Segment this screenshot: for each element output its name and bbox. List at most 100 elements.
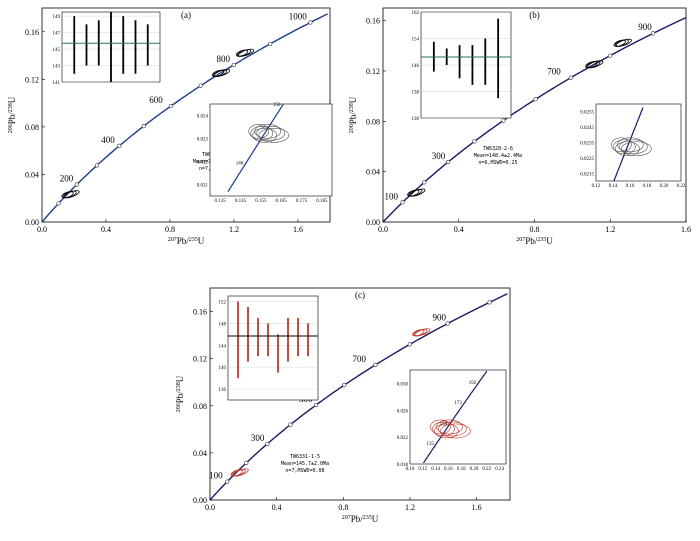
inset-bar-tick-label: 149 xyxy=(53,15,61,20)
concordia-age-marker xyxy=(231,62,236,68)
data-ellipse xyxy=(407,189,420,197)
data-ellipse xyxy=(211,69,225,77)
inset-ellipse-x-tick: 0.12 xyxy=(592,184,601,189)
inset-age-label: 135 xyxy=(427,442,435,447)
data-ellipse xyxy=(230,469,243,477)
y-tick-label: 0.04 xyxy=(366,168,380,177)
y-tick-label: 0.08 xyxy=(193,402,207,411)
inset-ellipse-y-tick: 0.018 xyxy=(397,463,409,468)
inset-ellipse-x-tick: 0.24 xyxy=(495,467,504,472)
data-ellipse xyxy=(237,49,252,57)
inset-data-ellipse xyxy=(436,419,463,435)
x-tick-label: 1.2 xyxy=(605,225,615,234)
inset-ellipse-frame xyxy=(409,369,507,465)
inset-ellipse-y-tick: 0.0255 xyxy=(580,111,594,116)
data-ellipse xyxy=(231,468,246,477)
sample-annotation: TW6331-1-5 xyxy=(290,454,320,460)
inset-ellipse-y-tick: 0.022 xyxy=(197,161,209,166)
y-tick-label: 0.08 xyxy=(25,123,39,132)
inset-bar-frame xyxy=(227,295,319,401)
y-tick-label: 0.16 xyxy=(25,28,39,37)
data-ellipse xyxy=(587,60,604,69)
inset-data-ellipse xyxy=(615,141,640,157)
inset-data-ellipse xyxy=(430,419,451,435)
inset-concordia xyxy=(613,107,644,182)
concordia-age-marker xyxy=(400,200,405,205)
inset-ellipse-x-tick: 0.16 xyxy=(444,467,453,472)
concordia-age-marker xyxy=(501,118,506,123)
y-tick-label: 0.00 xyxy=(366,218,380,227)
concordia-age-label: 400 xyxy=(101,135,115,145)
y-tick-label: 0.04 xyxy=(193,449,207,458)
inset-bar-tick-label: 136 xyxy=(219,388,227,393)
y-axis-label: 206Pb/238U xyxy=(348,96,358,133)
panel-b: 0.0 0.4 0.8 1.2 1.6 0.00 0.04 0.08 0.12 0.16 207Pb… xyxy=(348,7,691,246)
y-tick-label: 0.08 xyxy=(366,117,380,126)
inset-bar-tick-label: 138 xyxy=(412,91,420,96)
concordia-age-marker xyxy=(265,441,270,446)
inset-bar-tick-label: 144 xyxy=(219,344,227,349)
x-tick-label: 1.6 xyxy=(293,225,303,234)
inset-ellipse-x-tick: 0.145 xyxy=(235,199,247,204)
x-axis-label: 207Pb/235U xyxy=(168,236,205,246)
panel-label: (b) xyxy=(529,10,540,20)
y-tick-label: 0.00 xyxy=(193,496,207,505)
panel-label: (c) xyxy=(355,290,365,300)
inset-ellipse-x-tick: 0.20 xyxy=(660,184,669,189)
x-tick-label: 0.0 xyxy=(378,225,388,234)
concordia-age-marker xyxy=(445,321,450,326)
inset-ellipse-y-tick: 0.0225 xyxy=(580,157,594,162)
concordia-age-marker xyxy=(244,460,249,465)
inset-bar-tick-label: 146 xyxy=(412,64,420,69)
inset-ellipse-y-tick: 0.0245 xyxy=(580,126,594,131)
panel-c: 0.0 0.4 0.8 1.2 1.6 0.00 0.04 0.08 0.12 0.16 207Pb… xyxy=(175,287,511,524)
concordia-age-label: 300 xyxy=(251,433,265,443)
sample-annotation: Mean=148.4±2.4Ma xyxy=(474,153,522,159)
x-tick-label: 0.0 xyxy=(37,225,47,234)
concordia-age-marker xyxy=(487,300,492,305)
inset-ellipse-x-tick: 0.165 xyxy=(276,199,288,204)
inset-age-label: 153 xyxy=(440,423,448,428)
x-tick-label: 1.6 xyxy=(681,225,691,234)
concordia-age-marker xyxy=(342,383,347,388)
inset-bar-tick-label: 162 xyxy=(412,11,420,16)
data-ellipse xyxy=(613,39,626,47)
concordia-age-marker xyxy=(533,97,538,102)
concordia-age-label: 600 xyxy=(149,95,163,105)
concordia-age-marker xyxy=(56,201,61,206)
concordia-age-label: 200 xyxy=(60,174,74,184)
concordia-age-marker xyxy=(225,479,230,484)
concordia-age-marker xyxy=(568,75,574,80)
data-ellipse xyxy=(235,49,249,57)
inset-ellipse-y-tick: 0.022 xyxy=(397,436,409,441)
inset-data-ellipse xyxy=(613,139,636,155)
data-ellipse xyxy=(614,39,629,47)
data-ellipse xyxy=(585,61,598,69)
concordia-age-marker xyxy=(422,180,427,185)
inset-data-ellipse xyxy=(432,421,455,437)
concordia-age-marker xyxy=(607,53,613,58)
x-tick-label: 1.2 xyxy=(405,503,415,512)
inset-age-label: 192 xyxy=(469,381,477,386)
data-ellipse xyxy=(408,189,423,197)
inset-ellipse-frame xyxy=(209,103,333,197)
sample-annotation: TW6328-2-6 xyxy=(483,146,513,152)
y-tick-label: 0.12 xyxy=(25,75,39,84)
concordia-age-marker xyxy=(288,422,293,427)
inset-data-ellipse xyxy=(440,423,471,439)
inset-ellipse-x-tick: 0.185 xyxy=(316,199,328,204)
y-axis-label: 206Pb/238U xyxy=(7,96,17,133)
x-tick-label: 0.8 xyxy=(165,225,175,234)
inset-bar-tick-label: 141 xyxy=(53,81,61,86)
inset-ellipse-x-tick: 0.18 xyxy=(643,184,652,189)
inset-data-ellipse xyxy=(438,421,467,437)
inset-ellipse-y-tick: 0.026 xyxy=(397,409,409,414)
inset-ellipse-x-tick: 0.10 xyxy=(406,467,415,472)
concordia-age-label: 700 xyxy=(547,67,561,77)
x-tick-label: 1.2 xyxy=(229,225,239,234)
inset-ellipse-y-tick: 0.0235 xyxy=(580,142,594,147)
y-tick-label: 0.12 xyxy=(193,355,207,364)
concordia-age-label: 100 xyxy=(384,191,398,201)
inset-data-ellipse xyxy=(252,128,278,143)
